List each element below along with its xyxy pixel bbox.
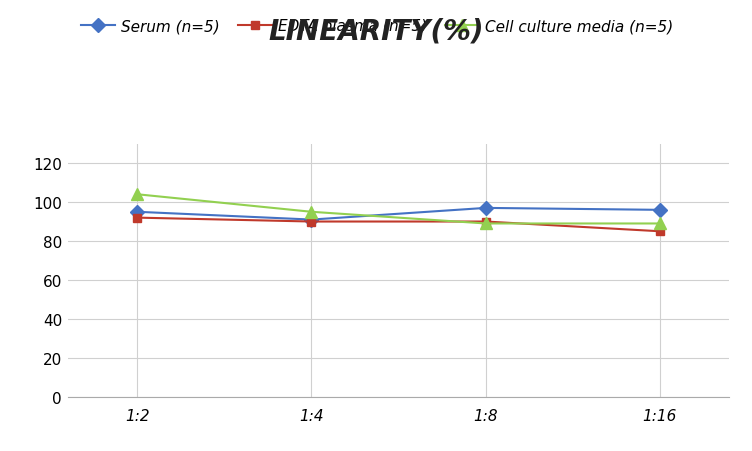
EDTA plasma (n=5) <box>133 216 142 221</box>
Text: LINEARITY(%): LINEARITY(%) <box>268 18 484 46</box>
Legend: Serum (n=5), EDTA plasma (n=5), Cell culture media (n=5): Serum (n=5), EDTA plasma (n=5), Cell cul… <box>75 13 680 40</box>
Serum (n=5) <box>307 217 316 223</box>
Serum (n=5) <box>481 206 490 211</box>
EDTA plasma (n=5) <box>481 219 490 225</box>
Cell culture media (n=5) <box>133 192 142 198</box>
Line: Serum (n=5): Serum (n=5) <box>132 203 665 225</box>
EDTA plasma (n=5) <box>307 219 316 225</box>
Cell culture media (n=5) <box>655 221 664 227</box>
Line: Cell culture media (n=5): Cell culture media (n=5) <box>132 189 666 230</box>
EDTA plasma (n=5) <box>655 229 664 235</box>
Serum (n=5) <box>133 210 142 215</box>
Cell culture media (n=5) <box>481 221 490 227</box>
Line: EDTA plasma (n=5): EDTA plasma (n=5) <box>133 214 664 236</box>
Cell culture media (n=5) <box>307 210 316 215</box>
Serum (n=5) <box>655 207 664 213</box>
